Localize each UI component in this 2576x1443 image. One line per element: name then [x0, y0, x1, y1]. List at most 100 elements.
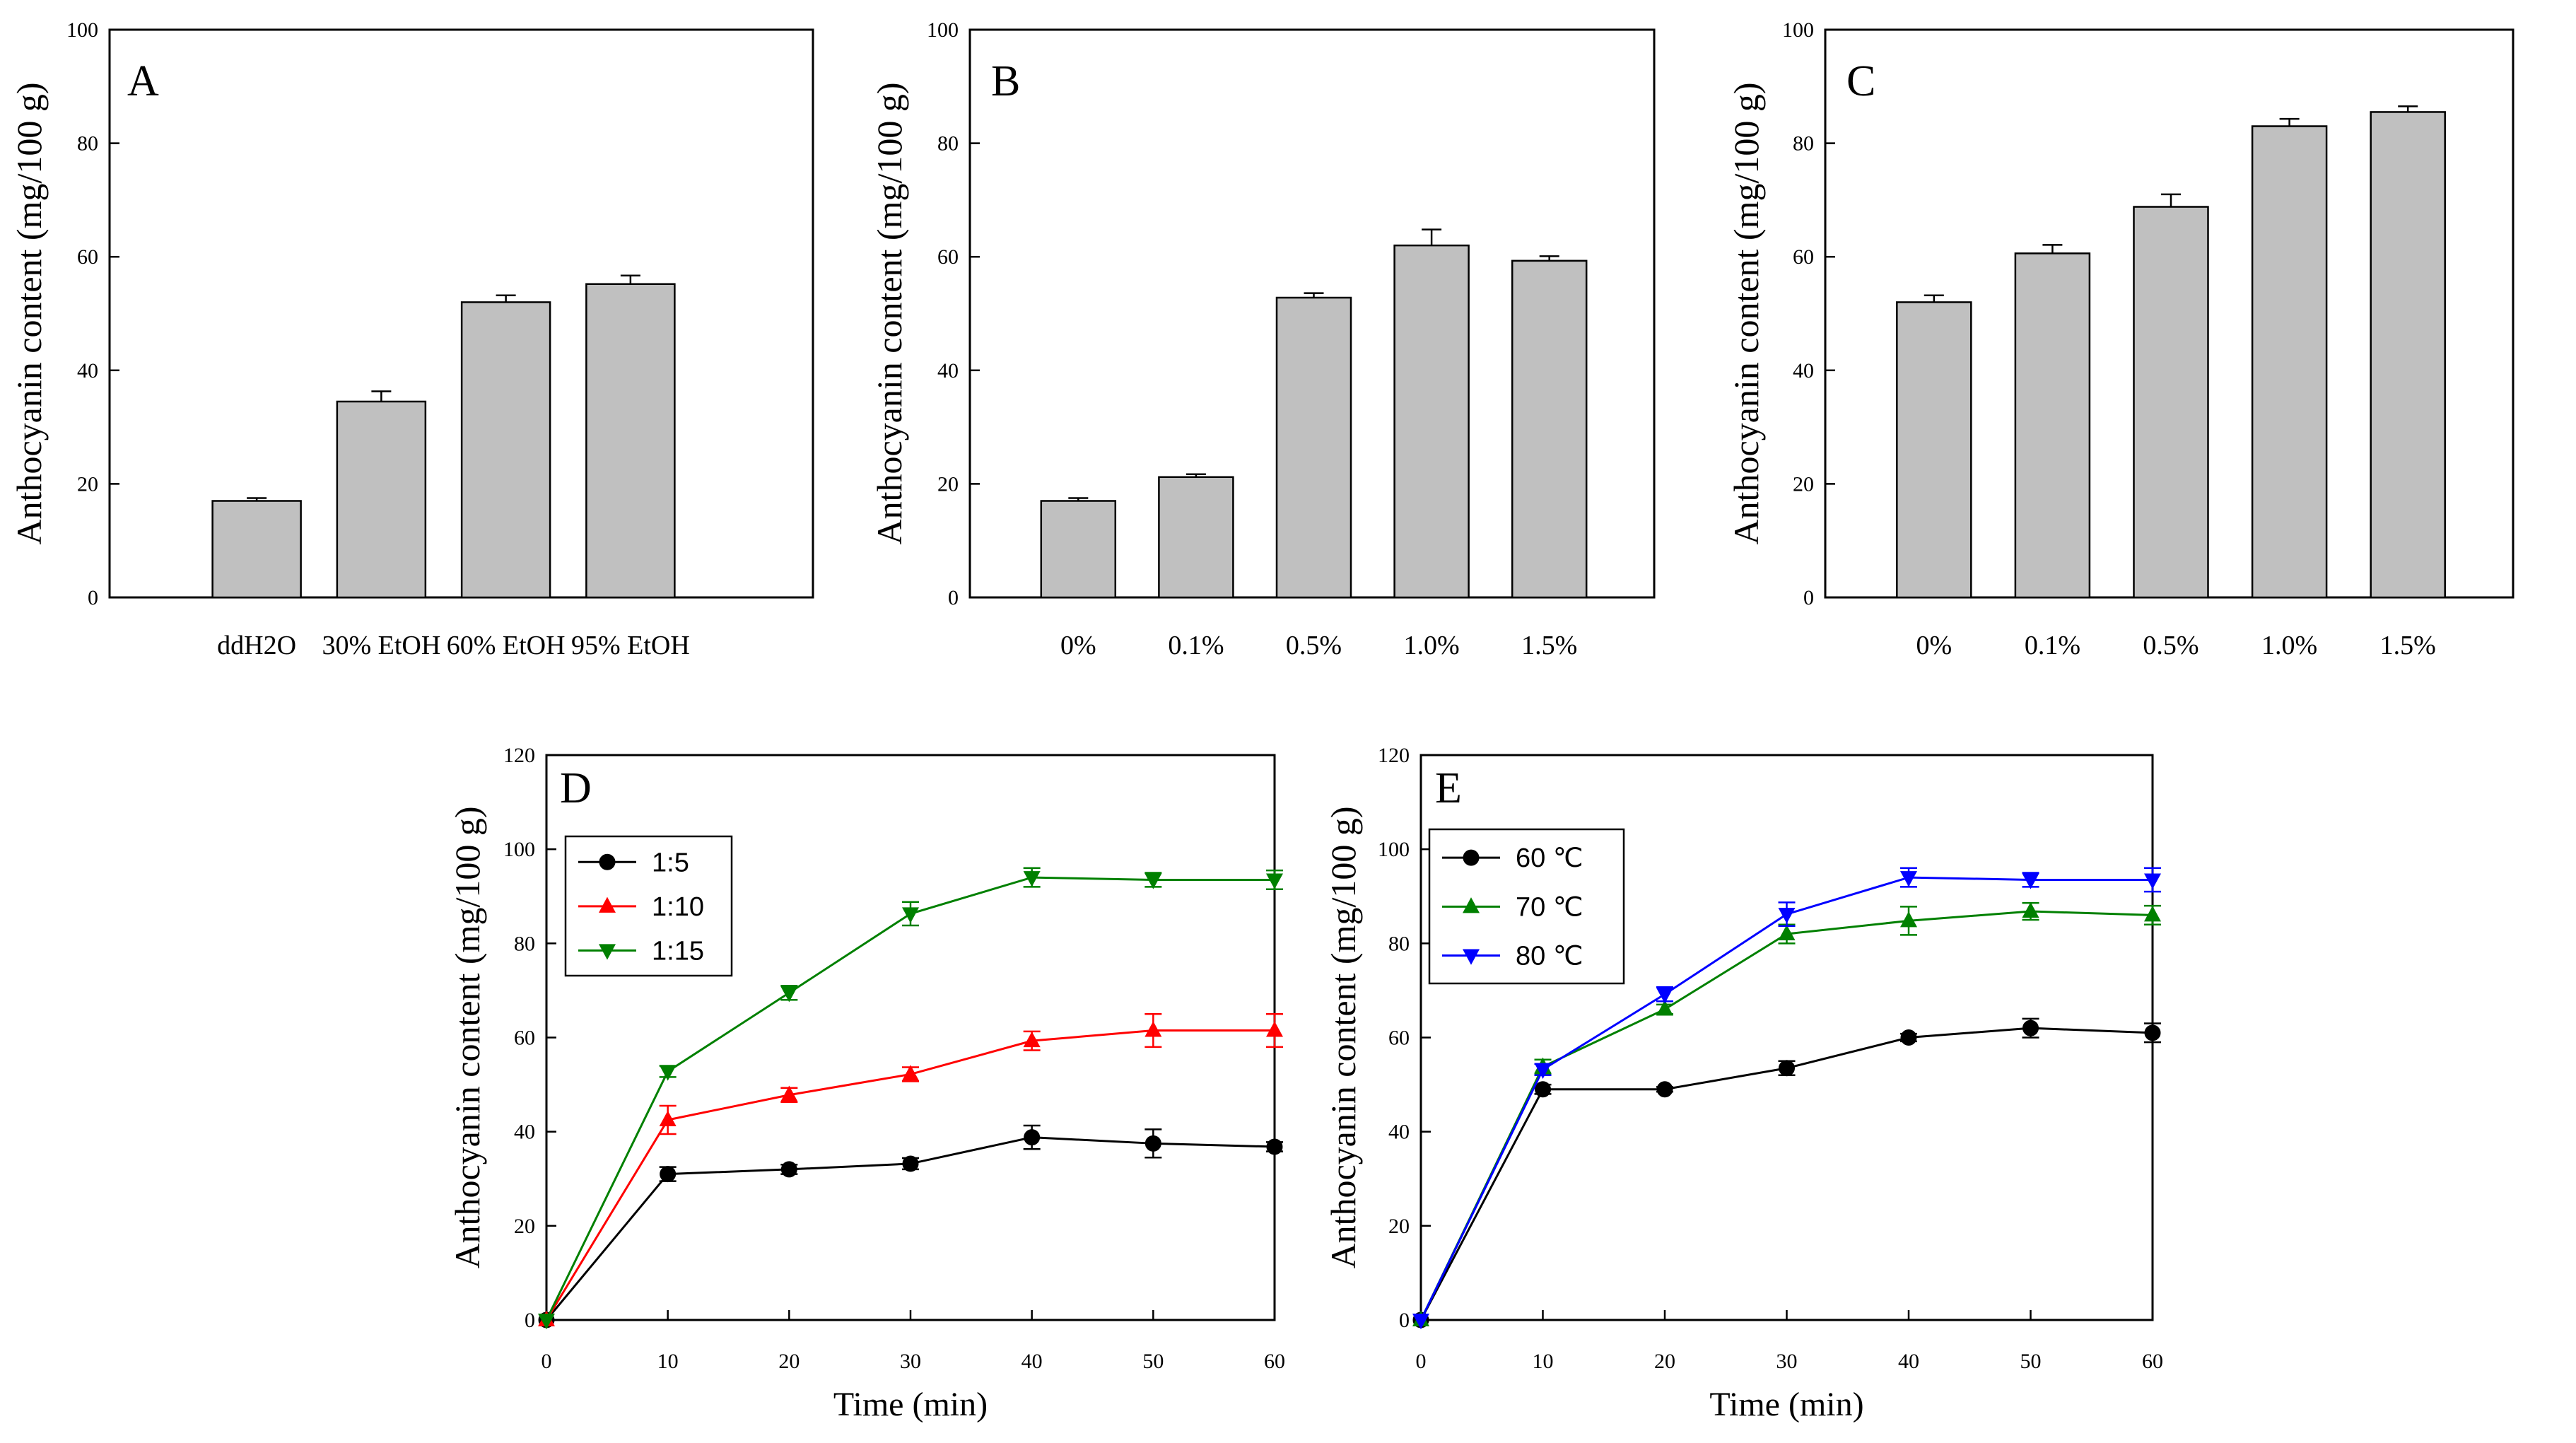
panel-d-legend-marker: [599, 944, 616, 960]
panel-c-y-axis-title: Anthocyanin content (mg/100 g): [1726, 82, 1766, 544]
panel-c-y-tick-label: 0: [1803, 586, 1814, 609]
panel-c-bar: [1896, 301, 1972, 599]
panel-d-x-tick-label: 50: [1142, 1350, 1164, 1373]
panel-e-legend-marker: [1463, 897, 1480, 913]
panel-c-y-tick-label: 60: [1793, 245, 1814, 269]
panel-b-y-tick-label: 20: [937, 472, 959, 496]
panel-c-bar: [2370, 111, 2446, 599]
panel-a-bar: [585, 283, 676, 599]
panel-d-series-0: [538, 1124, 1283, 1328]
panel-b-bar: [1393, 244, 1470, 599]
panel-c-bar: [2251, 125, 2328, 599]
panel-e-legend-marker: [1463, 849, 1480, 866]
panel-a-bar: [336, 400, 427, 599]
panel-e-data-point: [1412, 1314, 1429, 1330]
panel-d-data-point: [902, 1065, 919, 1081]
panel-d-legend: 1:5 1:10 1:15: [564, 835, 733, 977]
panel-a-x-tick-label: 95% EtOH: [571, 631, 690, 660]
panel-a-x-tick-label: 60% EtOH: [447, 631, 566, 660]
panel-c: 0 20 40 60 80 100 Anthocyanin content (mg/100 …: [1726, 18, 2514, 660]
panel-a-y-tick-label: 40: [77, 359, 98, 382]
panel-b-x-tick-label: 0%: [1060, 631, 1096, 660]
panel-e-legend-label: 80 ℃: [1516, 942, 1583, 971]
panel-d-y-tick-label: 60: [514, 1027, 535, 1050]
panel-d-data-point: [1266, 1138, 1283, 1155]
panel-e-x-tick-label: 20: [1654, 1350, 1675, 1373]
panel-d-data-point: [659, 1065, 677, 1081]
panel-e-data-point: [2022, 901, 2039, 918]
panel-e-y-axis-title: Anthocyanin content (mg/100 g): [1323, 806, 1363, 1268]
panel-b-bar: [1275, 296, 1352, 599]
panel-a: 0 20 40 60 80 100 Anthocyanin content (mg/100 …: [9, 18, 814, 660]
panel-c-bar: [2133, 206, 2209, 599]
panel-d-data-point: [1266, 1021, 1283, 1037]
panel-d-y-tick-label: 80: [514, 932, 535, 955]
panel-d-data-point: [902, 907, 919, 923]
panel-b-label: B: [991, 57, 1020, 105]
panel-b-bar: [1158, 476, 1234, 599]
panel-d-data-point: [1024, 1129, 1041, 1146]
panel-b-x-tick-label: 1.0%: [1404, 631, 1460, 660]
panel-d-data-point: [1266, 873, 1283, 889]
panel-d-x-axis-title: Time (min): [833, 1386, 988, 1423]
panel-a-x-tick-label: ddH2O: [217, 631, 296, 660]
panel-d-x-tick-label: 40: [1021, 1350, 1043, 1373]
panel-c-bar: [2014, 252, 2091, 599]
panel-c-y-tick-label: 20: [1793, 472, 1814, 496]
panel-d-data-point: [780, 1085, 798, 1102]
panel-e-data-point: [2144, 873, 2161, 889]
panel-e-legend-label: 70 ℃: [1516, 892, 1583, 922]
panel-e-data-point: [1535, 1081, 1551, 1098]
panel-e-data-point: [1779, 1060, 1795, 1077]
panel-e-data-point: [1656, 1000, 1673, 1016]
panel-d-data-point: [780, 1161, 797, 1178]
panel-e-data-point: [1778, 908, 1796, 924]
panel-d-data-point: [1144, 873, 1162, 889]
panel-e-data-point: [2144, 1024, 2161, 1041]
panel-c-x-tick-label: 1.5%: [2380, 631, 2436, 660]
panel-b-y-tick-label: 40: [937, 359, 959, 382]
panel-e-legend: 60 ℃ 70 ℃ 80 ℃: [1428, 828, 1625, 985]
panel-b-x-tick-label: 0.5%: [1286, 631, 1342, 660]
panel-d-data-point: [1144, 1135, 1161, 1152]
panel-e-series-2: [1412, 867, 2161, 1330]
panel-e-data-point: [1656, 1081, 1673, 1098]
panel-d-y-tick-label: 120: [503, 744, 535, 767]
panel-a-x-tick-label: 30% EtOH: [322, 631, 440, 660]
panel-d-label: D: [560, 764, 592, 812]
panel-d-x-tick-label: 30: [900, 1350, 921, 1373]
panel-e-x-tick-label: 30: [1776, 1350, 1798, 1373]
panel-e-y-tick-label: 40: [1388, 1121, 1410, 1144]
panel-d-data-point: [1144, 1021, 1162, 1037]
panel-b-bar: [1511, 259, 1588, 599]
panel-c-y-tick-label: 40: [1793, 359, 1814, 382]
panel-e-data-point: [1778, 924, 1796, 941]
panel-d-legend-label: 1:10: [652, 892, 704, 922]
panel-e-y-tick-label: 20: [1388, 1215, 1410, 1238]
panel-d-x-tick-label: 10: [657, 1350, 679, 1373]
panel-e-data-point: [2022, 873, 2039, 889]
panel-e-legend-marker: [1463, 949, 1480, 965]
panel-e-legend-label: 60 ℃: [1516, 843, 1583, 873]
panel-e-y-tick-label: 120: [1378, 744, 1410, 767]
panel-c-x-tick-label: 1.0%: [2261, 631, 2317, 660]
panel-d-data-point: [1023, 1031, 1041, 1048]
panel-b-y-axis-title: Anthocyanin content (mg/100 g): [870, 82, 909, 544]
panel-d-data-point: [659, 1110, 677, 1127]
panel-e-y-tick-label: 100: [1378, 838, 1410, 861]
panel-d-x-tick-label: 0: [541, 1350, 552, 1373]
panel-d-y-tick-label: 20: [514, 1215, 535, 1238]
panel-e-data-point: [2022, 1020, 2039, 1036]
panel-d-data-point: [660, 1166, 677, 1183]
panel-c-x-tick-label: 0.5%: [2143, 631, 2199, 660]
panel-c-y-tick-label: 100: [1782, 18, 1814, 42]
panel-e-data-point: [1900, 911, 1917, 928]
panel-c-y-tick-label: 80: [1793, 132, 1814, 156]
panel-d-legend-label: 1:5: [652, 848, 689, 877]
panel-c-x-tick-label: 0%: [1916, 631, 1952, 660]
panel-b: 0 20 40 60 80 100 Anthocyanin content (mg/100 …: [870, 18, 1656, 660]
panel-d-data-point: [1023, 871, 1041, 887]
